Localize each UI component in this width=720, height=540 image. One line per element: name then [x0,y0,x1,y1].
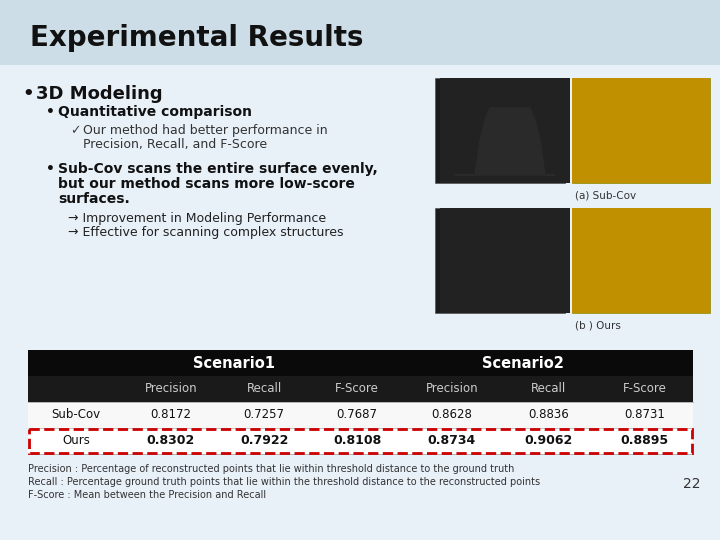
Bar [0,0,720,65]
Text: Recall: Recall [246,382,282,395]
Text: 3D Modeling: 3D Modeling [36,85,163,103]
Bar [28,428,693,454]
Bar [435,208,565,313]
Text: 0.8172: 0.8172 [150,408,192,422]
Text: (a) Sub-Cov: (a) Sub-Cov [575,190,636,200]
Bar [28,350,693,376]
Text: 0.9062: 0.9062 [524,435,572,448]
Text: Ours: Ours [62,435,90,448]
Text: 0.8731: 0.8731 [624,408,665,422]
Text: 0.7257: 0.7257 [243,408,284,422]
Text: F-Score: F-Score [336,382,379,395]
Text: 0.7922: 0.7922 [240,435,288,448]
Text: Sub-Cov: Sub-Cov [52,408,101,422]
Text: 0.8302: 0.8302 [147,435,195,448]
Text: •: • [22,85,34,103]
Text: ✓: ✓ [70,124,81,137]
Text: Our method had better performance in: Our method had better performance in [83,124,328,137]
Text: 22: 22 [683,477,700,491]
Text: Scenario1: Scenario1 [193,355,275,370]
Text: → Improvement in Modeling Performance: → Improvement in Modeling Performance [68,212,326,225]
Text: •: • [46,162,55,176]
Bar [29,429,692,453]
Bar [440,208,570,313]
Text: 0.7687: 0.7687 [337,408,378,422]
Text: 0.8895: 0.8895 [621,435,669,448]
Text: Quantitative comparison: Quantitative comparison [58,105,252,119]
Bar [572,208,710,313]
Text: 0.8734: 0.8734 [428,435,476,448]
Text: Scenario2: Scenario2 [482,355,564,370]
Text: F-Score: F-Score [623,382,667,395]
Text: Recall: Recall [531,382,566,395]
Text: Precision: Precision [145,382,197,395]
Text: → Effective for scanning complex structures: → Effective for scanning complex structu… [68,226,343,239]
Text: 0.8836: 0.8836 [528,408,569,422]
Text: F-Score : Mean between the Precision and Recall: F-Score : Mean between the Precision and… [28,490,266,500]
Text: 0.8108: 0.8108 [333,435,382,448]
Text: (b ) Ours: (b ) Ours [575,320,621,330]
Bar [572,78,710,183]
Text: Recall : Percentage ground truth points that lie within the threshold distance t: Recall : Percentage ground truth points … [28,477,540,487]
Text: Experimental Results: Experimental Results [30,24,364,52]
Text: Sub-Cov scans the entire surface evenly,: Sub-Cov scans the entire surface evenly, [58,162,378,176]
Bar [572,78,710,183]
Text: but our method scans more low-score: but our method scans more low-score [58,177,355,191]
Polygon shape [455,108,555,175]
Bar [28,376,693,402]
Text: Precision: Precision [426,382,478,395]
Bar [572,208,710,313]
Bar [28,402,693,428]
Text: Precision : Percentage of reconstructed points that lie within threshold distanc: Precision : Percentage of reconstructed … [28,464,514,474]
Text: •: • [46,105,55,119]
Text: surfaces.: surfaces. [58,192,130,206]
Text: 0.8628: 0.8628 [431,408,472,422]
Bar [440,78,570,183]
Text: Precision, Recall, and F-Score: Precision, Recall, and F-Score [83,138,267,151]
Bar [435,78,565,183]
